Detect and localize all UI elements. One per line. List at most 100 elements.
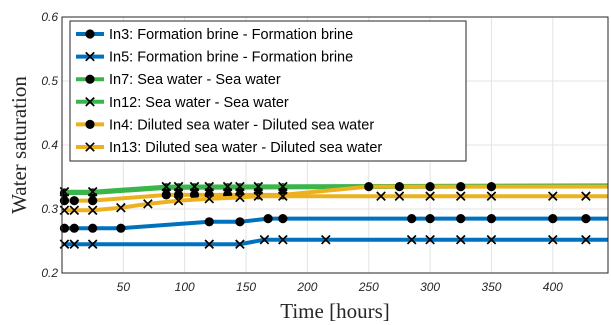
legend-label: In3: Formation brine - Formation brine xyxy=(109,27,353,43)
x-tick-label: 250 xyxy=(358,280,379,294)
data-point-x xyxy=(87,186,98,197)
data-point-circle xyxy=(85,119,95,129)
y-tick-labels: 0.2 0.3 0.4 0.5 0.6 xyxy=(41,10,58,280)
data-point-circle xyxy=(161,190,171,200)
data-point-x xyxy=(235,192,245,203)
data-point-x xyxy=(278,181,288,192)
data-point-x xyxy=(547,191,558,202)
series-2 xyxy=(59,234,608,250)
legend-label: In5: Formation brine - Formation brine xyxy=(109,50,353,66)
data-point-circle xyxy=(204,217,214,227)
data-point-x xyxy=(173,181,184,192)
data-point-x xyxy=(143,199,153,209)
data-point-circle xyxy=(425,214,435,224)
data-point-x xyxy=(425,234,435,245)
data-point-x xyxy=(87,205,98,216)
data-point-x xyxy=(253,191,264,202)
data-point-x xyxy=(204,239,215,250)
data-point-circle xyxy=(581,214,591,224)
x-tick-label: 100 xyxy=(175,280,195,294)
data-point-circle xyxy=(85,29,95,39)
data-point-x xyxy=(259,234,270,245)
x-tick-label: 350 xyxy=(481,280,501,294)
data-point-x xyxy=(581,191,591,202)
data-point-x xyxy=(394,191,405,202)
data-point-x xyxy=(547,234,558,245)
data-point-x xyxy=(235,181,245,192)
data-point-circle xyxy=(59,223,70,233)
data-point-x xyxy=(278,191,288,202)
legend-entry: In12: Sea water - Sea water xyxy=(76,95,289,111)
data-point-circle xyxy=(278,214,288,224)
legend-label: In12: Sea water - Sea water xyxy=(109,95,289,111)
legend: In3: Formation brine - Formation brine In… xyxy=(69,20,467,162)
data-point-x xyxy=(253,181,264,192)
data-point-circle xyxy=(88,196,98,206)
y-tick-label: 0.6 xyxy=(41,10,58,24)
data-point-x xyxy=(189,181,200,192)
data-point-x xyxy=(320,234,331,245)
data-point-x xyxy=(204,193,215,204)
data-point-circle xyxy=(486,182,497,192)
data-point-x xyxy=(486,191,497,202)
data-point-circle xyxy=(85,74,95,84)
data-point-x xyxy=(204,181,215,192)
plot-frame xyxy=(61,16,609,274)
legend-entry: In13: Diluted sea water - Diluted sea wa… xyxy=(76,140,382,156)
data-point-x xyxy=(116,202,126,213)
data-point-circle xyxy=(263,214,273,224)
data-point-x xyxy=(455,234,466,245)
legend-entry: In7: Sea water - Sea water xyxy=(76,72,281,88)
x-tick-label: 300 xyxy=(420,280,440,294)
data-point-x xyxy=(161,181,172,192)
data-point-x xyxy=(87,239,98,250)
data-point-circle xyxy=(59,196,70,206)
data-point-x xyxy=(69,205,80,216)
data-point-x xyxy=(222,181,233,192)
data-point-x xyxy=(425,191,435,202)
legend-entry: In3: Formation brine - Formation brine xyxy=(76,27,353,43)
data-point-x xyxy=(406,234,417,245)
data-point-x xyxy=(581,234,591,245)
data-point-x xyxy=(69,239,80,250)
legend-box xyxy=(69,20,467,162)
data-point-circle xyxy=(425,182,435,192)
data-point-x xyxy=(376,191,386,202)
data-point-circle xyxy=(235,217,245,227)
y-tick-label: 0.4 xyxy=(41,138,58,152)
y-tick-label: 0.2 xyxy=(41,266,58,280)
data-point-x xyxy=(278,234,288,245)
data-point-x xyxy=(85,96,95,107)
data-point-circle xyxy=(189,190,200,200)
x-tick-label: 400 xyxy=(543,280,563,294)
legend-label: In7: Sea water - Sea water xyxy=(109,72,281,88)
data-point-x xyxy=(486,234,497,245)
data-point-circle xyxy=(456,182,466,192)
series-1 xyxy=(59,214,608,233)
x-tick-label: 200 xyxy=(296,280,317,294)
data-point-x xyxy=(85,51,95,62)
data-point-circle xyxy=(394,182,405,192)
legend-label: In13: Diluted sea water - Diluted sea wa… xyxy=(109,140,382,156)
data-point-circle xyxy=(456,214,466,224)
legend-label: In4: Diluted sea water - Diluted sea wat… xyxy=(109,117,374,133)
data-point-x xyxy=(85,142,95,152)
data-point-circle xyxy=(69,223,79,233)
data-point-circle xyxy=(486,214,497,224)
x-tick-label: 50 xyxy=(117,280,131,294)
x-axis-label: Time [hours] xyxy=(280,299,389,323)
data-point-circle xyxy=(116,223,126,233)
legend-entry: In4: Diluted sea water - Diluted sea wat… xyxy=(76,117,374,133)
y-tick-label: 0.3 xyxy=(41,202,58,216)
data-point-circle xyxy=(407,214,417,224)
data-point-x xyxy=(455,191,466,202)
data-point-circle xyxy=(548,214,558,224)
y-tick-label: 0.5 xyxy=(41,74,58,88)
data-point-circle xyxy=(69,196,79,206)
data-point-x xyxy=(235,239,245,250)
data-point-circle xyxy=(364,182,374,192)
x-tick-label: 150 xyxy=(236,280,256,294)
legend-entry: In5: Formation brine - Formation brine xyxy=(76,50,353,66)
data-point-circle xyxy=(88,223,98,233)
